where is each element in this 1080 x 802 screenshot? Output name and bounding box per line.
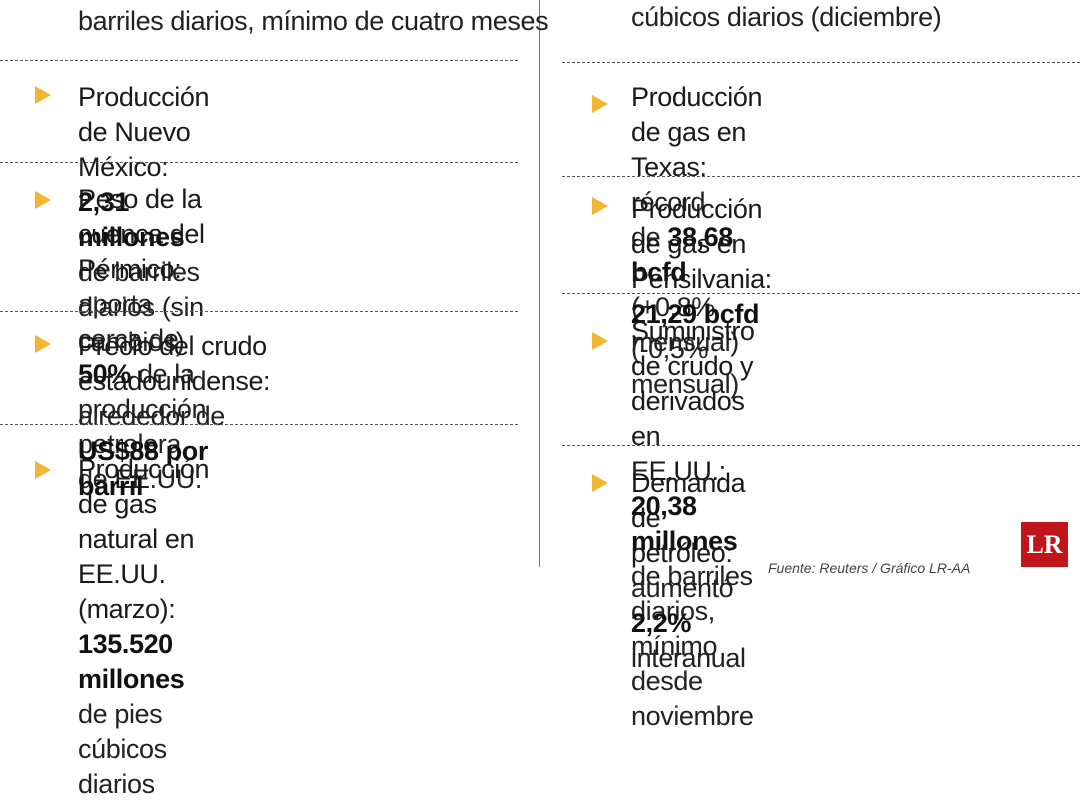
right-separator-1 bbox=[562, 62, 1080, 63]
left-separator-2 bbox=[0, 162, 518, 163]
text-line: aumentó 2,2% interanual bbox=[631, 571, 746, 676]
text-segment: Producción de gas natural en bbox=[78, 454, 210, 554]
text-line: Producción de gas en Pensilvania: bbox=[631, 192, 772, 297]
bold-value: 21,29 bcfd bbox=[631, 299, 760, 329]
left-separator-4 bbox=[0, 424, 518, 425]
text-segment: aporta cerca de bbox=[78, 289, 179, 354]
text-segment: récord bbox=[631, 187, 706, 217]
text-line: de pies cúbicos diarios bbox=[78, 697, 209, 802]
text-line: Producción de gas natural en bbox=[78, 452, 209, 557]
text-segment: de pies cúbicos diarios bbox=[78, 699, 167, 799]
lr-logo: LR bbox=[1021, 522, 1068, 567]
bold-value: millones bbox=[78, 222, 185, 252]
right-item-1-text: Producción de gas en Texas: récord de 38… bbox=[631, 80, 762, 360]
text-line: aporta cerca de 50% de la bbox=[78, 287, 206, 392]
right-item-4-text: Demanda de petróleo: aumentó 2,2% intera… bbox=[631, 466, 746, 676]
text-segment: interanual bbox=[631, 643, 746, 673]
bullet-icon bbox=[592, 197, 608, 215]
text-line: Demanda de petróleo: bbox=[631, 466, 746, 571]
right-item-2-text: Producción de gas en Pensilvania: 21,29 … bbox=[631, 192, 772, 402]
text-line: producción petrolera de EE.UU. bbox=[78, 392, 206, 497]
bullet-icon bbox=[35, 335, 51, 353]
right-top-partial-text: cúbicos diarios (diciembre) bbox=[631, 2, 942, 32]
text-line: Producción de gas en Texas: récord bbox=[631, 80, 762, 220]
right-separator-3 bbox=[562, 293, 1080, 294]
bold-value: 50% bbox=[78, 359, 131, 389]
text-segment: Producción de gas en Texas: bbox=[631, 82, 763, 182]
text-segment: EE.UU. (marzo): bbox=[78, 559, 176, 624]
text-line: EE.UU. (marzo): 135.520 millones bbox=[78, 557, 209, 697]
text-segment: (-0,5% mensual) bbox=[631, 334, 739, 399]
text-line: Precio del crudo estadounidense: bbox=[78, 329, 271, 399]
text-segment: Suministro de crudo y derivados en bbox=[631, 316, 755, 451]
text-line: alrededor de US$88 por barril bbox=[78, 399, 270, 504]
text-segment: (+0,8% mensual) bbox=[631, 292, 739, 357]
bullet-icon bbox=[592, 95, 608, 113]
left-separator-1 bbox=[0, 60, 518, 61]
left-top-partial: barriles diarios, mínimo de cuatro meses bbox=[78, 4, 549, 39]
bold-value: 2,2% bbox=[631, 608, 691, 638]
bullet-icon bbox=[35, 191, 51, 209]
text-line: millones de barriles diarios (sin cambio… bbox=[78, 220, 209, 360]
right-top-partial: cúbicos diarios (diciembre) bbox=[631, 0, 942, 35]
text-segment: de barriles diarios (sin cambios) bbox=[78, 257, 204, 357]
text-segment: de la bbox=[130, 359, 195, 389]
bold-value: 38,68 bcfd bbox=[631, 222, 733, 287]
right-separator-4 bbox=[562, 445, 1080, 446]
text-segment: alrededor de bbox=[78, 401, 225, 431]
text-line: Suministro de crudo y derivados en bbox=[631, 314, 755, 454]
source-caption: Fuente: Reuters / Gráfico LR-AA bbox=[768, 560, 971, 576]
bold-value: 2,31 bbox=[78, 187, 129, 217]
left-item-4-text: Producción de gas natural en EE.UU. (mar… bbox=[78, 452, 209, 802]
bullet-icon bbox=[35, 86, 51, 104]
text-segment: de bbox=[631, 222, 668, 252]
left-item-2-text: Peso de la cuenca del Pérmico: aporta ce… bbox=[78, 182, 206, 497]
text-line: Peso de la cuenca del Pérmico: bbox=[78, 182, 206, 287]
bold-value: US$88 por barril bbox=[78, 436, 208, 501]
bullet-icon bbox=[592, 332, 608, 350]
text-line: Producción de Nuevo México: 2,31 bbox=[78, 80, 209, 220]
text-segment: Producción de Nuevo México: bbox=[78, 82, 210, 182]
column-divider bbox=[539, 0, 540, 567]
bold-value: 20,38 millones bbox=[631, 491, 738, 556]
text-line: 21,29 bcfd (-0,5% mensual) bbox=[631, 297, 772, 402]
text-segment: Peso de la cuenca del Pérmico: bbox=[78, 184, 205, 284]
left-separator-3 bbox=[0, 311, 518, 312]
text-segment: EE.UU.: bbox=[631, 456, 726, 486]
left-top-partial-text: barriles diarios, mínimo de cuatro meses bbox=[78, 6, 549, 36]
bullet-icon bbox=[35, 461, 51, 479]
bullet-icon bbox=[592, 474, 608, 492]
text-segment: Producción de gas en Pensilvania: bbox=[631, 194, 772, 294]
text-line: de 38,68 bcfd (+0,8% mensual) bbox=[631, 220, 762, 360]
text-segment: aumentó bbox=[631, 573, 734, 603]
text-segment: Demanda de petróleo: bbox=[631, 468, 746, 568]
right-separator-2 bbox=[562, 176, 1080, 177]
text-segment: Precio del crudo estadounidense: bbox=[78, 331, 271, 396]
left-item-3-text: Precio del crudo estadounidense: alreded… bbox=[78, 329, 271, 504]
text-segment: producción petrolera de EE.UU. bbox=[78, 394, 207, 494]
left-item-1-text: Producción de Nuevo México: 2,31 millone… bbox=[78, 80, 209, 360]
bold-value: 135.520 millones bbox=[78, 629, 185, 694]
